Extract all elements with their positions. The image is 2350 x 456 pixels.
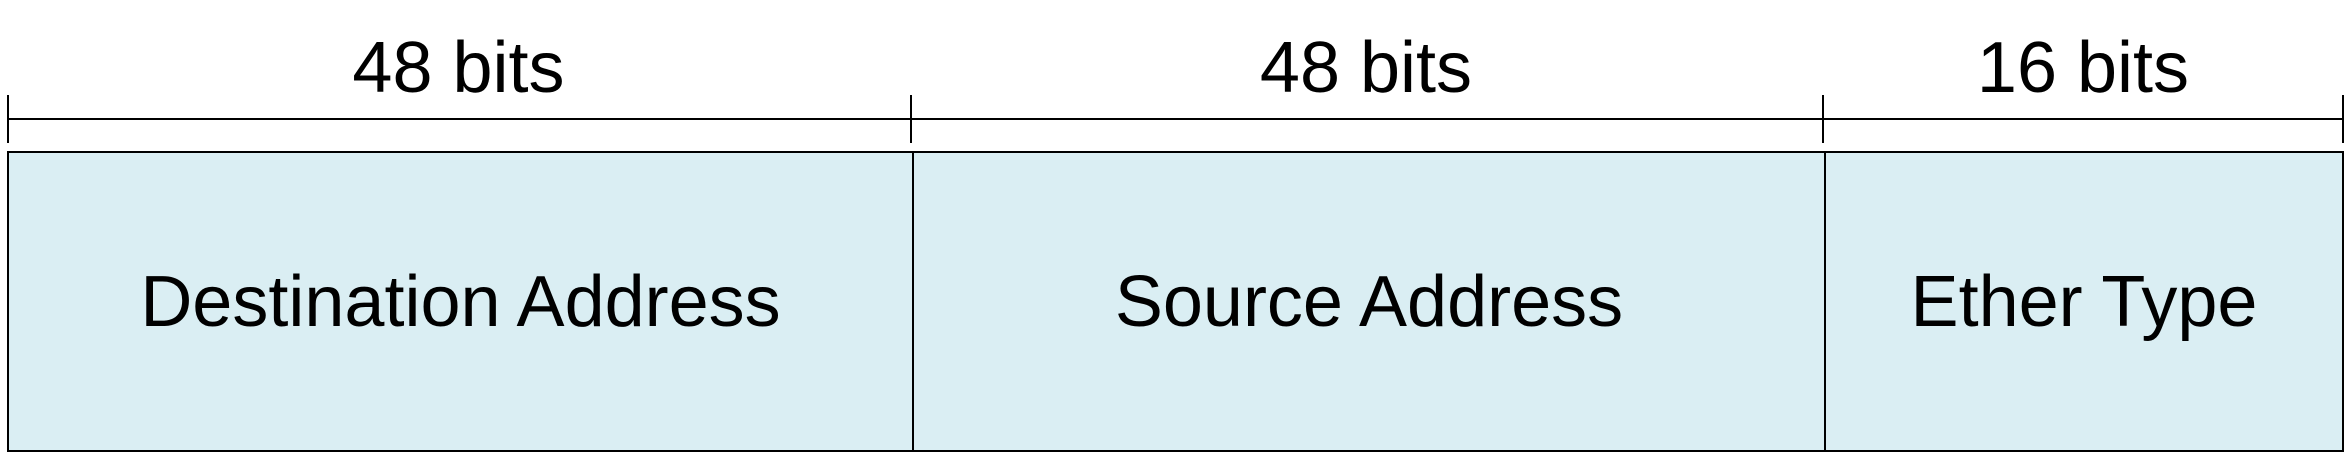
- ruler-tick-end: [2342, 95, 2344, 143]
- field-ether-type: Ether Type: [1824, 153, 2342, 450]
- ruler-tick-start: [7, 95, 9, 143]
- ruler-line: [7, 118, 2344, 120]
- bits-label-ether-type: 16 bits: [1976, 28, 2190, 108]
- dimension-ruler: [7, 95, 2344, 143]
- field-source-address: Source Address: [912, 153, 1824, 450]
- bits-label-source: 48 bits: [1259, 28, 1473, 108]
- field-destination-address: Destination Address: [140, 261, 781, 342]
- header-fields-row: Destination Address Source Address Ether…: [7, 151, 2344, 452]
- bits-label-destination: 48 bits: [352, 28, 565, 108]
- ruler-tick-destination-end: [910, 95, 912, 143]
- ruler-tick-source-end: [1822, 95, 1824, 143]
